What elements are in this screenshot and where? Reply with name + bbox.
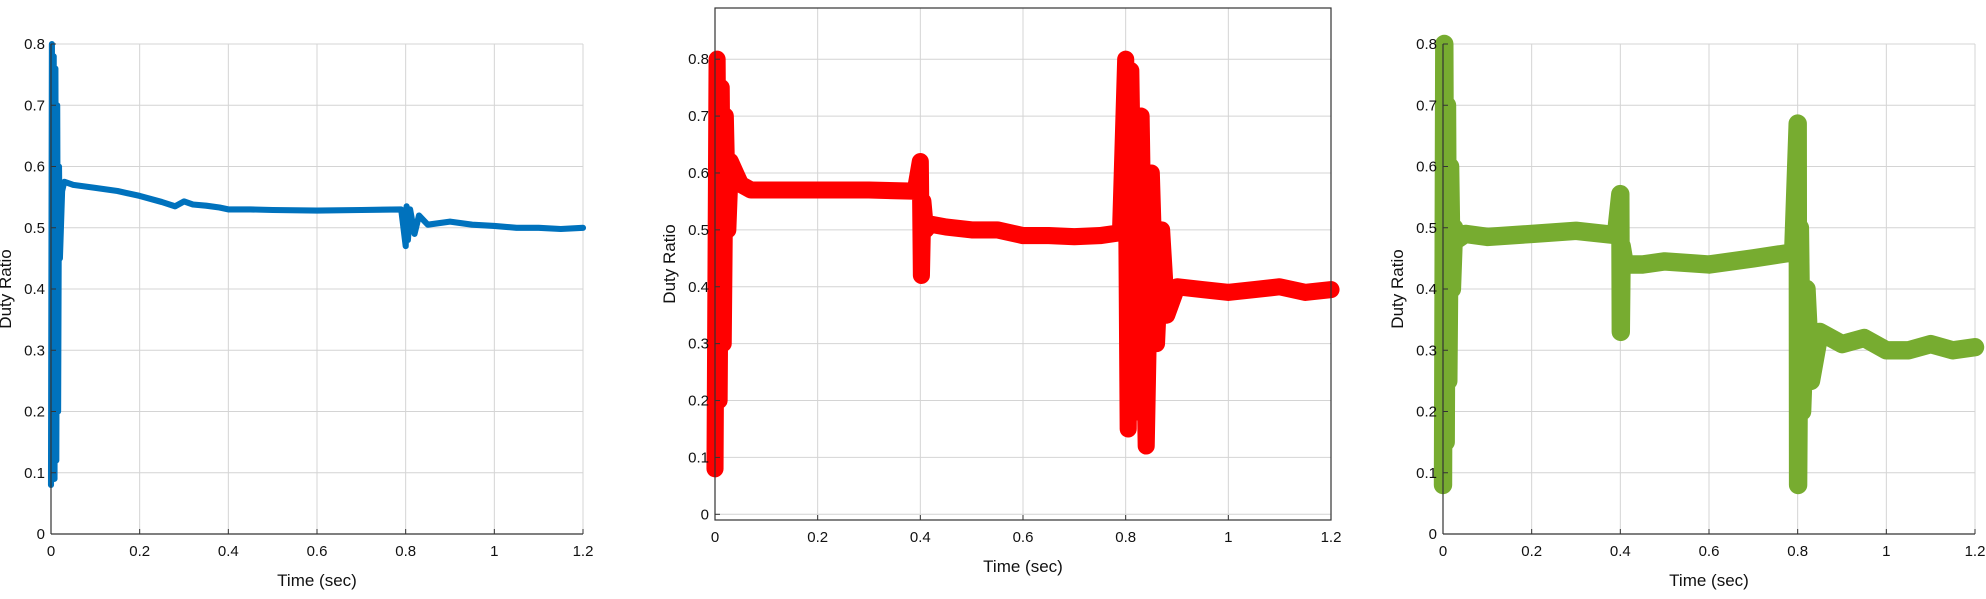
y-tick-label-middle-3: 0.3 — [688, 336, 709, 353]
y-tick-label-left-2: 0.2 — [24, 404, 45, 421]
x-tick-label-right-4: 0.8 — [1787, 543, 1808, 560]
y-tick-label-left-7: 0.7 — [24, 97, 45, 114]
x-tick-label-right-0: 0 — [1439, 543, 1447, 560]
x-axis-label-middle: Time (sec) — [983, 557, 1063, 576]
x-tick-label-left-0: 0 — [47, 543, 55, 560]
x-axis-label-left: Time (sec) — [277, 571, 357, 590]
x-tick-label-middle-1: 0.2 — [807, 529, 828, 546]
y-tick-label-middle-7: 0.7 — [688, 108, 709, 125]
x-tick-label-left-4: 0.8 — [395, 543, 416, 560]
y-tick-label-left-3: 0.3 — [24, 342, 45, 359]
y-tick-label-right-1: 0.1 — [1416, 465, 1437, 482]
x-tick-label-left-6: 1.2 — [573, 543, 594, 560]
y-tick-label-middle-0: 0 — [701, 506, 709, 523]
y-tick-label-left-8: 0.8 — [24, 36, 45, 53]
x-tick-label-right-1: 0.2 — [1521, 543, 1542, 560]
y-tick-label-middle-8: 0.8 — [688, 51, 709, 68]
x-tick-label-middle-0: 0 — [711, 529, 719, 546]
y-tick-label-right-4: 0.4 — [1416, 281, 1437, 298]
y-tick-label-right-6: 0.6 — [1416, 159, 1437, 176]
grid-middle — [714, 8, 1332, 520]
chart-panel-left: 0 0.2 0.4 0.6 0.8 1 1.2 0 0.1 0.2 0.3 0.4 0.5 0.6 0.7 0… — [0, 36, 593, 590]
x-tick-label-right-3: 0.6 — [1699, 543, 1720, 560]
x-tick-label-middle-3: 0.6 — [1013, 529, 1034, 546]
x-tick-label-left-1: 0.2 — [129, 543, 150, 560]
y-axis-label-right: Duty Ratio — [1388, 249, 1407, 328]
y-tick-label-middle-5: 0.5 — [688, 222, 709, 239]
x-tick-label-right-2: 0.4 — [1610, 543, 1631, 560]
x-tick-label-middle-4: 0.8 — [1115, 529, 1136, 546]
y-tick-label-middle-2: 0.2 — [688, 393, 709, 410]
y-tick-label-right-0: 0 — [1429, 526, 1437, 543]
x-tick-label-left-3: 0.6 — [307, 543, 328, 560]
y-tick-label-left-5: 0.5 — [24, 220, 45, 237]
y-tick-label-right-5: 0.5 — [1416, 220, 1437, 237]
chart-panel-right: 0 0.2 0.4 0.6 0.8 1 1.2 0 0.1 0.2 0.3 0.4 0.5 0.6 0.7 0… — [1388, 34, 1986, 590]
y-tick-label-middle-4: 0.4 — [688, 279, 709, 296]
x-axis-label-right: Time (sec) — [1669, 571, 1749, 590]
y-tick-label-left-4: 0.4 — [24, 281, 45, 298]
x-tick-label-left-5: 1 — [490, 543, 498, 560]
y-tick-label-right-7: 0.7 — [1416, 97, 1437, 114]
y-tick-label-right-3: 0.3 — [1416, 342, 1437, 359]
series-line-left-0 — [47, 40, 587, 489]
y-axis-label-left: Duty Ratio — [0, 249, 15, 328]
y-tick-label-right-8: 0.8 — [1416, 36, 1437, 53]
y-axis-label-middle: Duty Ratio — [660, 224, 679, 303]
x-tick-label-right-5: 1 — [1882, 543, 1890, 560]
x-tick-label-left-2: 0.4 — [218, 543, 239, 560]
y-tick-label-left-1: 0.1 — [24, 465, 45, 482]
y-tick-label-right-2: 0.2 — [1416, 404, 1437, 421]
chart-panel-middle: 0 0.2 0.4 0.6 0.8 1 1.2 0 0.1 0.2 0.3 0.4 0.5 0.6 0.7 0… — [660, 7, 1342, 576]
x-tick-label-middle-2: 0.4 — [910, 529, 931, 546]
y-tick-label-middle-6: 0.6 — [688, 165, 709, 182]
series-line-middle-0 — [706, 50, 1340, 478]
x-tick-label-right-6: 1.2 — [1965, 543, 1986, 560]
grid-left — [50, 43, 584, 535]
x-tick-label-middle-5: 1 — [1224, 529, 1232, 546]
x-tick-label-middle-6: 1.2 — [1321, 529, 1342, 546]
grid-right — [1442, 43, 1976, 535]
series-line-right-0 — [1433, 34, 1985, 495]
y-tick-label-left-0: 0 — [37, 526, 45, 543]
y-tick-label-left-6: 0.6 — [24, 159, 45, 176]
y-tick-label-middle-1: 0.1 — [688, 449, 709, 466]
